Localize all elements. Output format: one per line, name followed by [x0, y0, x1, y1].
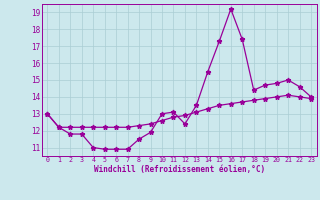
- X-axis label: Windchill (Refroidissement éolien,°C): Windchill (Refroidissement éolien,°C): [94, 165, 265, 174]
